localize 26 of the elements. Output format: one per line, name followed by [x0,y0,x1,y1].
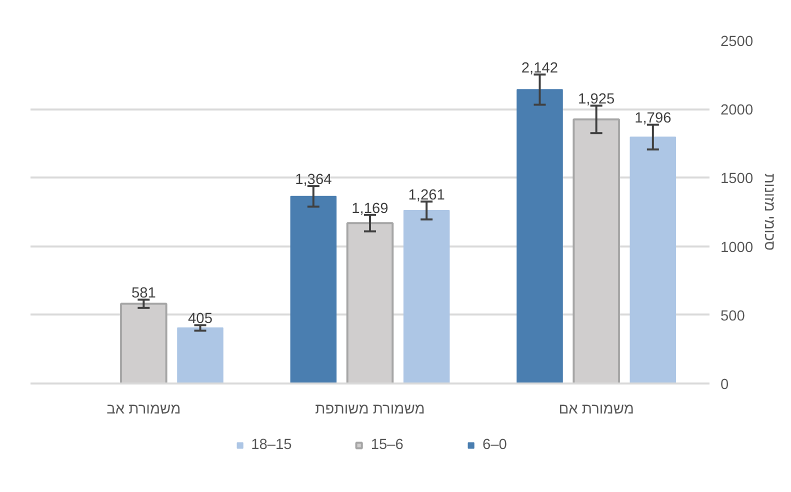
x-tick-label: משמורת משותפת [315,402,425,418]
y-tick-label: 500 [720,308,745,324]
legend-label: 6–0 [482,437,507,453]
y-tick-label: 1500 [720,171,754,188]
data-label: 1,261 [408,188,445,204]
y-axis-title: סכומי מזונות [761,173,778,251]
data-label: 2,142 [521,60,558,77]
x-tick-label: משמורת אב [106,402,181,418]
legend-label: 18–15 [251,437,292,453]
y-tick-label: 1000 [720,240,754,256]
y-tick-label: 0 [720,377,729,393]
bar [630,136,676,384]
bar [403,210,450,384]
y-tick-label: 2500 [720,34,754,50]
legend-label: 15–6 [370,437,404,453]
data-label: 1,925 [578,92,615,108]
data-label: 581 [131,286,156,302]
bar [516,89,563,384]
bar [177,327,224,384]
data-label: 1,169 [352,200,388,217]
y-tick-label: 2000 [720,102,754,119]
bar [290,196,337,384]
data-label: 405 [188,311,212,328]
data-label: 1,364 [295,172,332,188]
data-label: 1,796 [634,110,672,127]
x-tick-label: משמורת אם [558,402,634,418]
